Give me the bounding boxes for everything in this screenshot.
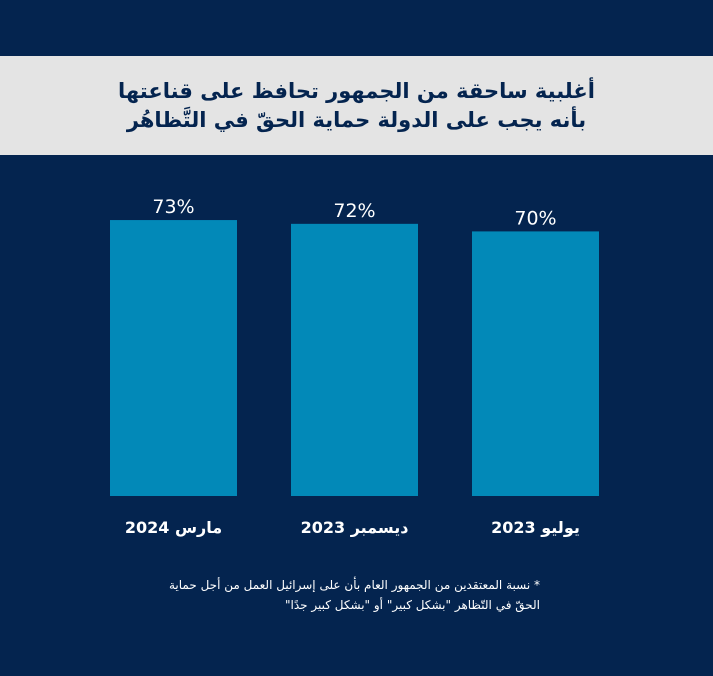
category-label-3: يوليو 2023 <box>491 518 580 537</box>
bar-2 <box>291 223 418 496</box>
footnote-line-2: الحقّ في التّظاهر "بشكل كبير" أو "بشكل ك… <box>285 598 540 612</box>
chart-title-line-2: بأنه يجب على الدولة حماية الحقّ في التَّ… <box>126 107 587 132</box>
bar-3 <box>472 231 599 496</box>
bar-value-label-3: 70% <box>514 207 556 229</box>
category-label-2: ديسمبر 2023 <box>301 518 409 537</box>
chart-title-line-1: أغلبية ساحقة من الجمهور تحافظ على قناعته… <box>118 78 595 103</box>
bar-1 <box>110 220 237 496</box>
footnote: * نسبة المعتقدين من الجمهور العام بأن عل… <box>120 575 540 615</box>
bar-value-label-1: 73% <box>152 196 194 218</box>
bar-value-label-2: 72% <box>333 200 375 222</box>
footnote-line-1: * نسبة المعتقدين من الجمهور العام بأن عل… <box>168 578 540 592</box>
category-label-1: مارس 2024 <box>125 518 222 537</box>
title-band: أغلبية ساحقة من الجمهور تحافظ على قناعته… <box>0 56 713 155</box>
